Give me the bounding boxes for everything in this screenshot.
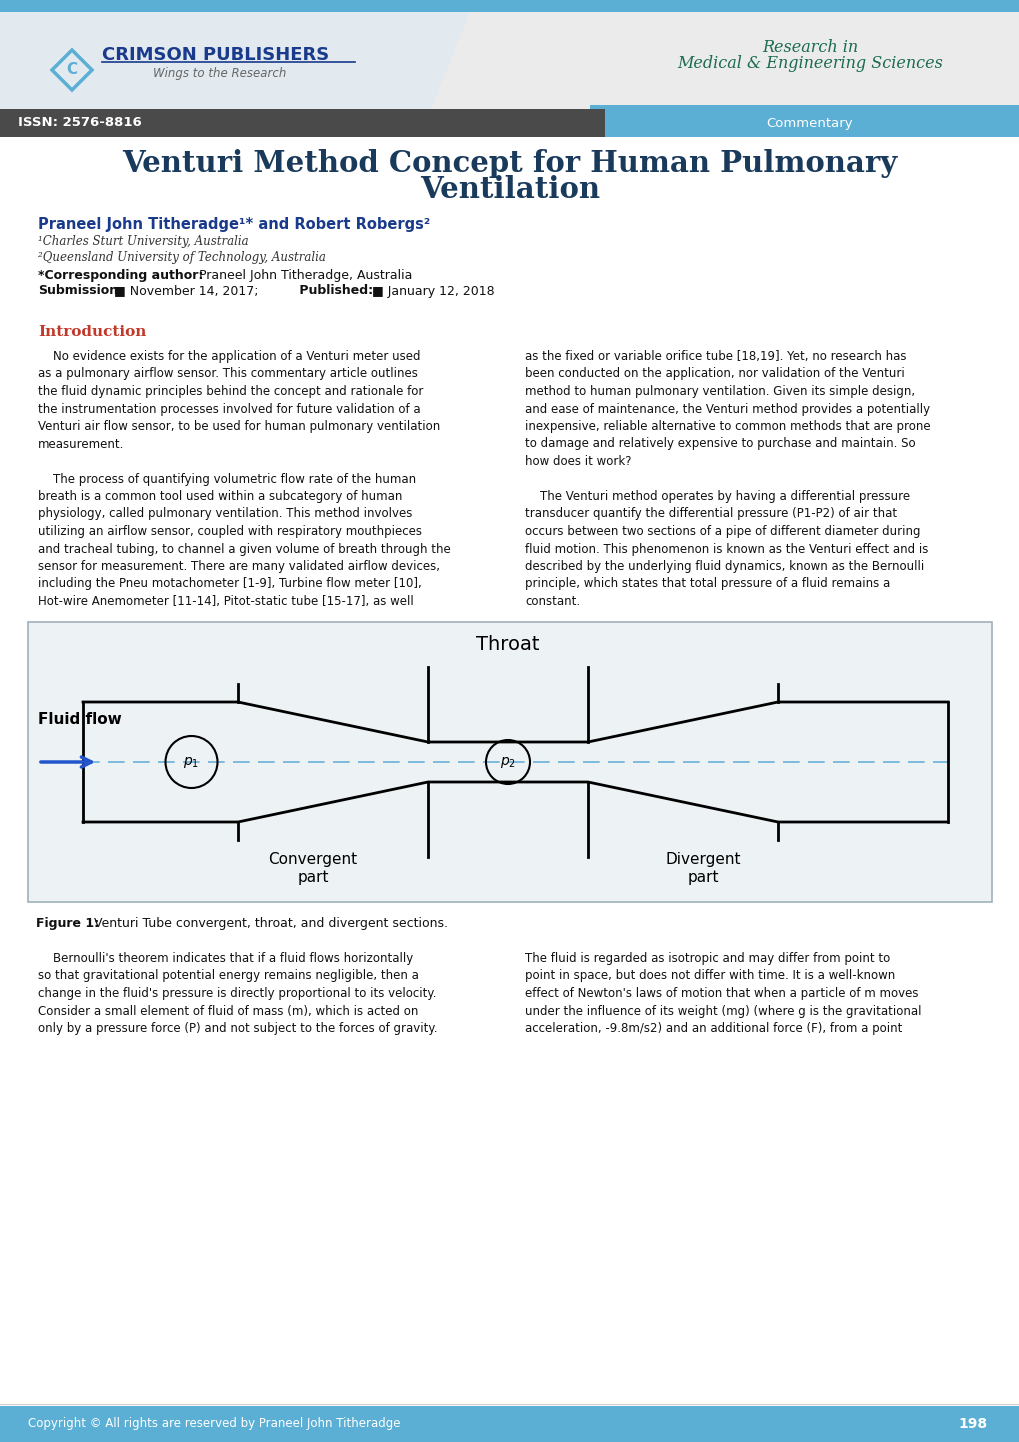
Text: Divergent: Divergent [664, 852, 740, 867]
Text: Research in: Research in [761, 39, 857, 55]
Bar [28, 622, 991, 903]
Text: as the fixed or variable orifice tube [18,19]. Yet, no research has
been conduct: as the fixed or variable orifice tube [1… [525, 350, 929, 609]
FancyArrowPatch shape [41, 757, 92, 767]
Text: part: part [297, 870, 328, 885]
Text: Medical & Engineering Sciences: Medical & Engineering Sciences [677, 55, 942, 72]
Bar [28, 622, 991, 903]
Text: part: part [687, 870, 718, 885]
Text: *Corresponding author:: *Corresponding author: [38, 268, 203, 281]
Bar [0, 12, 470, 112]
Text: Submission:: Submission: [38, 284, 123, 297]
Bar [604, 110, 1019, 137]
Text: Venturi Method Concept for Human Pulmonary: Venturi Method Concept for Human Pulmona… [122, 150, 897, 179]
Text: Introduction: Introduction [38, 324, 147, 339]
Polygon shape [430, 12, 510, 112]
Text: Bernoulli's theorem indicates that if a fluid flows horizontally
so that gravita: Bernoulli's theorem indicates that if a … [38, 952, 437, 1035]
Text: Commentary: Commentary [766, 117, 853, 130]
Bar [589, 105, 1019, 112]
Text: The fluid is regarded as isotropic and may differ from point to
point in space, : The fluid is regarded as isotropic and m… [525, 952, 920, 1035]
Text: Praneel John Titheradge, Australia: Praneel John Titheradge, Australia [195, 268, 412, 281]
Text: Fluid flow: Fluid flow [38, 712, 121, 728]
Text: C: C [66, 62, 77, 78]
Text: ²Queensland University of Technology, Australia: ²Queensland University of Technology, Au… [38, 251, 325, 264]
Text: Convergent: Convergent [268, 852, 358, 867]
Text: ¹Charles Sturt University, Australia: ¹Charles Sturt University, Australia [38, 235, 249, 248]
Bar [0, 0, 1019, 12]
Text: Ventilation: Ventilation [420, 176, 599, 205]
Text: ■ November 14, 2017;: ■ November 14, 2017; [110, 284, 258, 297]
Text: Copyright © All rights are reserved by Praneel John Titheradge: Copyright © All rights are reserved by P… [28, 1417, 400, 1430]
Bar [0, 12, 1019, 112]
Bar [0, 110, 1019, 137]
Text: 198: 198 [958, 1417, 987, 1430]
Text: Published:: Published: [294, 284, 373, 297]
Bar [0, 1406, 1019, 1442]
Text: ■ January 12, 2018: ■ January 12, 2018 [368, 284, 494, 297]
Text: Figure 1:: Figure 1: [36, 917, 99, 930]
Text: $p_1$: $p_1$ [183, 754, 200, 770]
Text: $p_2$: $p_2$ [499, 754, 516, 770]
Text: ISSN: 2576-8816: ISSN: 2576-8816 [18, 117, 142, 130]
Text: CRIMSON PUBLISHERS: CRIMSON PUBLISHERS [102, 46, 329, 63]
Text: Praneel John Titheradge¹* and Robert Robergs²: Praneel John Titheradge¹* and Robert Rob… [38, 216, 430, 232]
Text: Wings to the Research: Wings to the Research [153, 68, 286, 81]
Text: Throat: Throat [476, 634, 539, 655]
Text: Venturi Tube convergent, throat, and divergent sections.: Venturi Tube convergent, throat, and div… [90, 917, 447, 930]
Text: No evidence exists for the application of a Venturi meter used
as a pulmonary ai: No evidence exists for the application o… [38, 350, 450, 609]
